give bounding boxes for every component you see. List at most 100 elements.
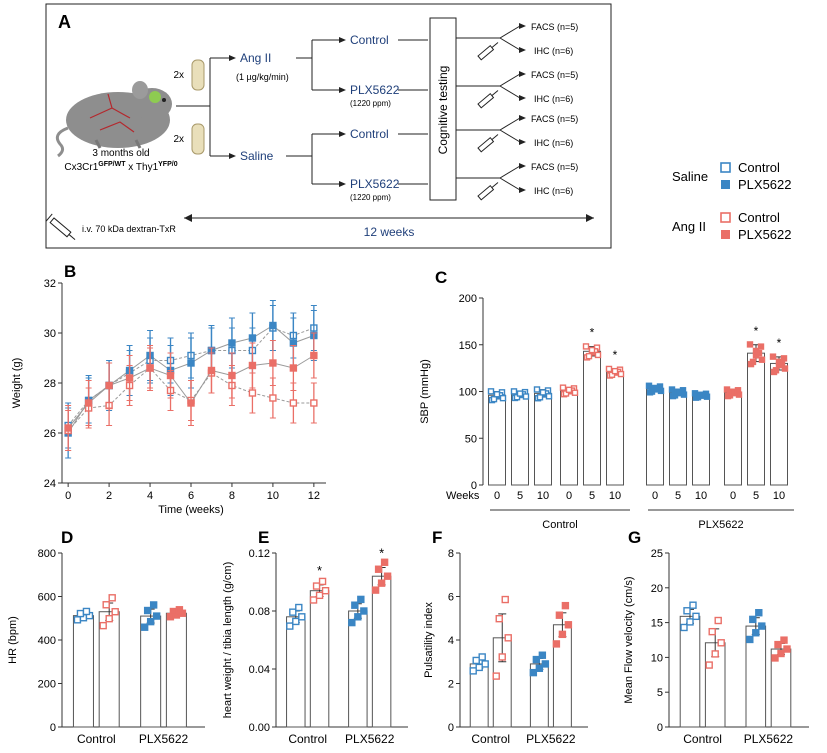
- data-point: [539, 389, 547, 396]
- data-point: [533, 386, 541, 393]
- bar: [488, 394, 506, 486]
- data-point: [478, 653, 486, 661]
- y-tick-label: 20: [651, 583, 663, 595]
- legend-marker-filled-red: [721, 230, 730, 239]
- data-point: [651, 384, 659, 392]
- data-point: [309, 596, 318, 604]
- data-point: [187, 399, 195, 407]
- flow-lines: [176, 39, 428, 185]
- bar-series-3: [165, 606, 187, 728]
- data-point: [493, 391, 501, 398]
- y-tick-label: 150: [459, 340, 477, 352]
- data-point: [683, 607, 691, 615]
- data-point: [723, 386, 731, 393]
- legend-marker-open-blue: [720, 162, 731, 173]
- data-point: [99, 621, 107, 630]
- data-point: [772, 367, 780, 374]
- data-point: [749, 615, 757, 624]
- data-point: [645, 382, 653, 389]
- treatment-angii-dose: (1 µg/kg/min): [236, 72, 289, 82]
- bar-series-1: [98, 594, 120, 728]
- x-tick-label: 10: [267, 490, 279, 502]
- flow-arrowheads: [229, 37, 346, 187]
- bar: [747, 352, 765, 486]
- data-point: [105, 381, 113, 390]
- injection-syringe-icon: [45, 213, 76, 240]
- data-point: [102, 601, 110, 609]
- syringe-needle: [491, 90, 499, 97]
- y-tick-label: 200: [459, 293, 477, 305]
- y-tick-label: 0: [471, 480, 477, 492]
- y-axis-label: Pulsatility index: [423, 602, 435, 678]
- y-axis-label: SBP (mmHg): [419, 359, 431, 424]
- y-tick-label: 25: [651, 548, 663, 560]
- week-tick-label: 10: [773, 490, 785, 502]
- bar: [679, 615, 701, 728]
- x-category-label: PLX5622: [526, 732, 576, 746]
- data-point: [228, 371, 236, 380]
- data-point: [510, 388, 518, 395]
- data-point: [289, 608, 297, 616]
- data-point: [680, 391, 688, 398]
- legend-group-saline: Saline: [672, 169, 708, 184]
- data-point: [755, 609, 763, 617]
- bar-series-0: [72, 607, 94, 728]
- chart-d: D 0 200 400 600 800 HR (bpm) Control PLX5622: [7, 528, 205, 746]
- endpoint-branch: [456, 165, 521, 191]
- x-category-label: Control: [471, 732, 510, 746]
- bar: [552, 624, 572, 728]
- y-tick-label: 0.04: [249, 664, 270, 676]
- bar: [140, 615, 162, 728]
- y-tick-label: 32: [44, 278, 56, 290]
- legend-item: PLX5622: [738, 177, 792, 192]
- x-tick-label: 0: [65, 490, 71, 502]
- y-tick-label: 200: [38, 679, 56, 691]
- x-category-label: PLX5622: [345, 732, 395, 746]
- series-3: [64, 332, 318, 451]
- data-point: [714, 616, 722, 625]
- cognitive-testing-label: Cognitive testing: [436, 66, 450, 155]
- panel-label: D: [61, 528, 73, 547]
- syringe-icon: [477, 182, 499, 201]
- data-point: [140, 623, 149, 631]
- data-point: [495, 614, 503, 623]
- data-point: [248, 361, 257, 370]
- panel-a: A 3 months old Cx3Cr1GFP/WT x Thy1YFP/0 …: [45, 3, 612, 249]
- legend-item: Control: [738, 210, 780, 225]
- x-category-label: Control: [288, 732, 327, 746]
- data-point: [674, 388, 682, 395]
- bar-series-0: [469, 653, 489, 728]
- data-point: [708, 627, 716, 636]
- y-tick-label: 0: [50, 722, 56, 734]
- data-point: [351, 601, 359, 609]
- legend-marker-open-red: [720, 212, 731, 223]
- pump-count-angii: 2x: [173, 70, 184, 81]
- syringe-needle: [491, 182, 499, 189]
- data-point: [269, 321, 277, 330]
- bar: [371, 575, 392, 728]
- bar-series-0: [286, 603, 306, 728]
- syringe-needle: [491, 42, 499, 49]
- data-point: [498, 653, 506, 661]
- data-point: [749, 358, 757, 366]
- y-axis-label: Weight (g): [11, 358, 23, 409]
- data-point: [541, 660, 550, 668]
- endpoint-branch: [456, 25, 521, 51]
- data-point: [380, 558, 389, 566]
- treatment-saline: Saline: [240, 149, 274, 163]
- bar-series-2: [745, 609, 767, 728]
- x-tick-label: 2: [106, 490, 112, 502]
- bar-series-0: [679, 601, 701, 728]
- data-point: [371, 586, 380, 594]
- injection-label: i.v. 70 kDa dextran-TxR: [82, 224, 176, 234]
- arm-label: PLX5622: [350, 177, 400, 191]
- data-point: [292, 617, 300, 626]
- bar: [286, 616, 306, 728]
- syringe-body: [477, 137, 495, 153]
- bar-series-3: [770, 636, 792, 728]
- syringe-icon: [477, 90, 499, 109]
- y-tick-label: 8: [448, 548, 454, 560]
- data-point: [298, 613, 306, 621]
- data-point: [84, 399, 93, 407]
